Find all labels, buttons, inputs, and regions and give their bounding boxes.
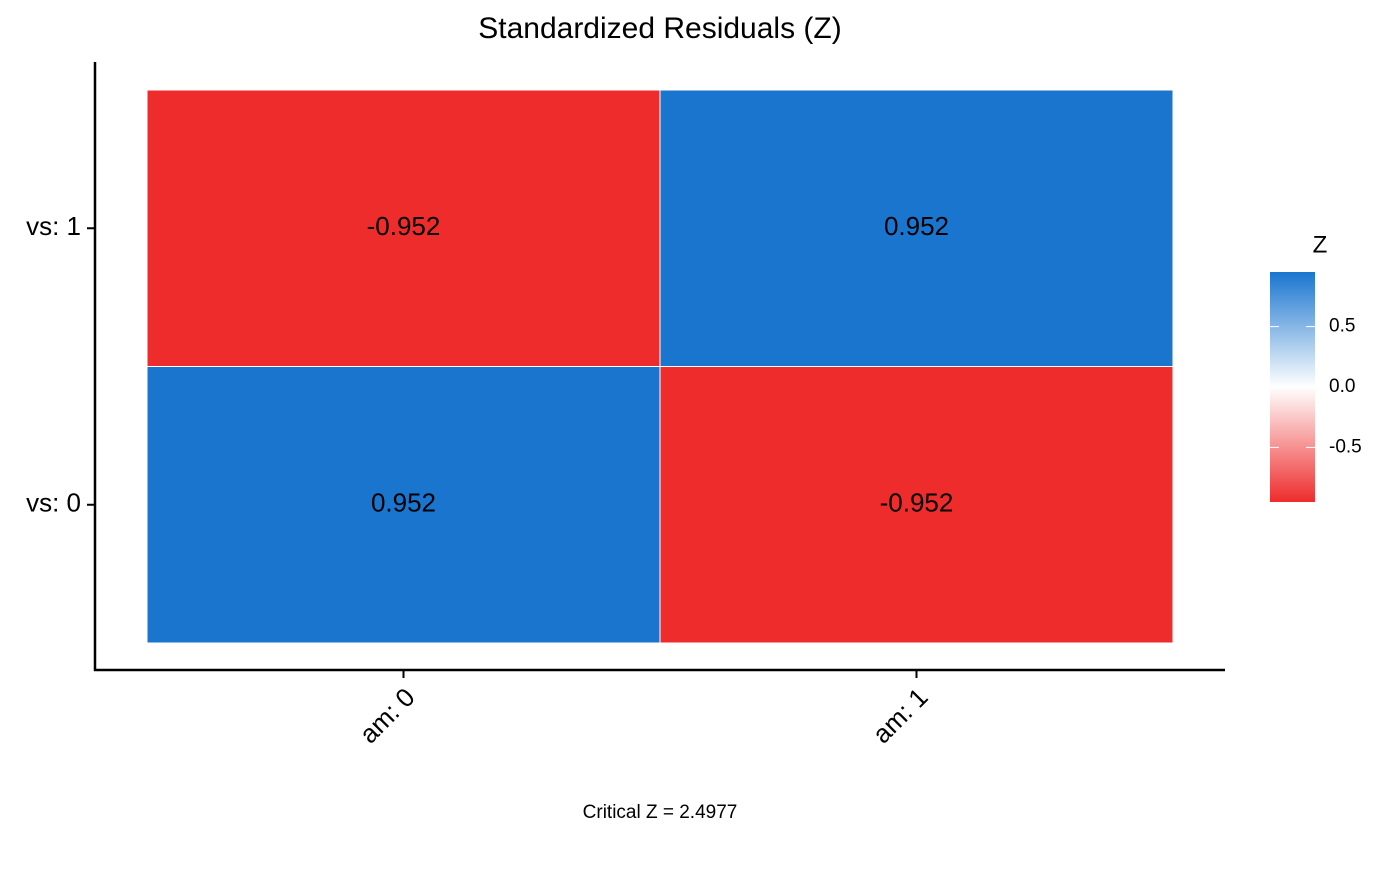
heatmap-cell bbox=[146, 89, 661, 367]
colorbar-tick-label: 0.0 bbox=[1329, 376, 1355, 397]
cell-label: -0.952 bbox=[880, 488, 954, 518]
heatmap-cell bbox=[659, 366, 1174, 644]
chart-title: Standardized Residuals (Z) bbox=[478, 12, 842, 45]
legend-title: Z bbox=[1313, 231, 1328, 258]
cell-label: 0.952 bbox=[884, 211, 949, 241]
x-tick-label: am: 0 bbox=[353, 682, 420, 749]
colorbar-tick-label: 0.5 bbox=[1329, 316, 1355, 337]
y-tick-label: vs: 1 bbox=[26, 211, 81, 241]
y-tick-label: vs: 0 bbox=[26, 488, 81, 518]
x-tick-label: am: 1 bbox=[866, 682, 933, 749]
heatmap-cell bbox=[146, 366, 661, 644]
caption: Critical Z = 2.4977 bbox=[583, 802, 738, 823]
colorbar-tick-label: -0.5 bbox=[1329, 436, 1362, 457]
heatmap-cell bbox=[659, 89, 1174, 367]
cell-label: 0.952 bbox=[371, 488, 436, 518]
cell-label: -0.952 bbox=[367, 211, 441, 241]
